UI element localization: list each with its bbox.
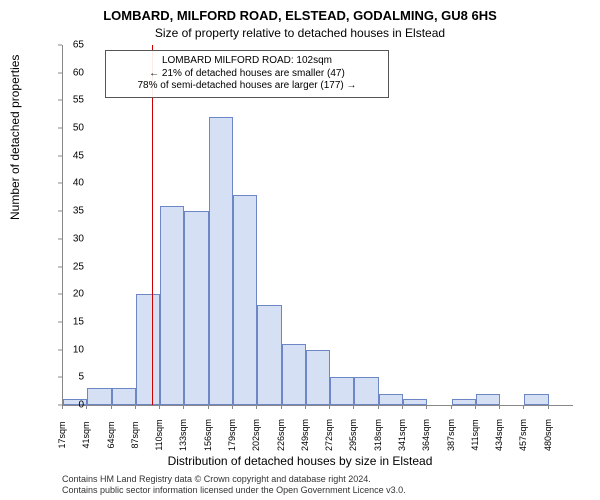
ytick-label: 40 xyxy=(73,178,84,189)
x-axis-label: Distribution of detached houses by size … xyxy=(0,454,600,468)
ytick-mark xyxy=(58,45,62,46)
y-axis-label: Number of detached properties xyxy=(8,55,22,220)
xtick-label: 318sqm xyxy=(373,419,383,451)
histogram-bar xyxy=(403,399,427,405)
ytick-mark xyxy=(58,183,62,184)
annotation-box: LOMBARD MILFORD ROAD: 102sqm← 21% of det… xyxy=(105,50,389,98)
xtick-mark xyxy=(378,405,379,409)
ytick-label: 45 xyxy=(73,150,84,161)
xtick-label: 179sqm xyxy=(227,419,237,451)
histogram-bar xyxy=(209,117,233,405)
xtick-label: 87sqm xyxy=(130,421,140,448)
ytick-label: 55 xyxy=(73,95,84,106)
histogram-bar xyxy=(452,399,476,405)
xtick-label: 133sqm xyxy=(178,419,188,451)
xtick-label: 480sqm xyxy=(543,419,553,451)
histogram-bar xyxy=(330,377,354,405)
ytick-mark xyxy=(58,349,62,350)
ytick-mark xyxy=(58,155,62,156)
histogram-bar xyxy=(233,195,257,405)
annotation-line-2: ← 21% of detached houses are smaller (47… xyxy=(112,68,382,81)
xtick-mark xyxy=(548,405,549,409)
ytick-label: 5 xyxy=(78,372,84,383)
xtick-label: 17sqm xyxy=(57,421,67,448)
xtick-mark xyxy=(86,405,87,409)
xtick-mark xyxy=(523,405,524,409)
xtick-label: 110sqm xyxy=(154,419,164,450)
ytick-mark xyxy=(58,238,62,239)
xtick-mark xyxy=(183,405,184,409)
ytick-mark xyxy=(58,294,62,295)
ytick-label: 35 xyxy=(73,206,84,217)
histogram-bar xyxy=(112,388,136,405)
chart-plot-area xyxy=(62,45,573,406)
xtick-label: 341sqm xyxy=(397,419,407,451)
xtick-mark xyxy=(281,405,282,409)
ytick-label: 20 xyxy=(73,289,84,300)
xtick-label: 156sqm xyxy=(203,419,213,451)
xtick-label: 457sqm xyxy=(518,419,528,451)
ytick-label: 50 xyxy=(73,123,84,134)
xtick-label: 202sqm xyxy=(251,419,261,451)
xtick-label: 249sqm xyxy=(300,419,310,451)
xtick-label: 226sqm xyxy=(276,419,286,451)
ytick-mark xyxy=(58,72,62,73)
xtick-label: 434sqm xyxy=(494,419,504,451)
xtick-label: 295sqm xyxy=(348,419,358,451)
xtick-mark xyxy=(305,405,306,409)
ytick-mark xyxy=(58,377,62,378)
xtick-mark xyxy=(159,405,160,409)
chart-title: LOMBARD, MILFORD ROAD, ELSTEAD, GODALMIN… xyxy=(0,8,600,23)
ytick-label: 60 xyxy=(73,67,84,78)
xtick-mark xyxy=(475,405,476,409)
xtick-label: 411sqm xyxy=(470,419,480,450)
annotation-line-3: 78% of semi-detached houses are larger (… xyxy=(112,80,382,93)
xtick-mark xyxy=(499,405,500,409)
ytick-mark xyxy=(58,321,62,322)
xtick-mark xyxy=(402,405,403,409)
histogram-bar xyxy=(257,305,281,405)
chart-subtitle: Size of property relative to detached ho… xyxy=(0,26,600,40)
xtick-mark xyxy=(451,405,452,409)
histogram-bar xyxy=(524,394,548,405)
histogram-bar xyxy=(306,350,330,405)
histogram-bar xyxy=(184,211,208,405)
histogram-bar xyxy=(87,388,111,405)
ytick-mark xyxy=(58,211,62,212)
xtick-mark xyxy=(426,405,427,409)
footer-line-1: Contains HM Land Registry data © Crown c… xyxy=(62,474,406,485)
ytick-mark xyxy=(58,266,62,267)
xtick-label: 387sqm xyxy=(446,419,456,451)
xtick-mark xyxy=(353,405,354,409)
ytick-label: 65 xyxy=(73,40,84,51)
ytick-label: 10 xyxy=(73,344,84,355)
histogram-bar xyxy=(354,377,378,405)
xtick-mark xyxy=(135,405,136,409)
xtick-mark xyxy=(232,405,233,409)
histogram-bar xyxy=(136,294,160,405)
histogram-bar xyxy=(160,206,184,405)
histogram-bar xyxy=(282,344,306,405)
xtick-mark xyxy=(62,405,63,409)
xtick-label: 272sqm xyxy=(324,419,334,451)
xtick-mark xyxy=(256,405,257,409)
xtick-label: 364sqm xyxy=(421,419,431,451)
xtick-mark xyxy=(329,405,330,409)
marker-line xyxy=(152,45,153,405)
histogram-bar xyxy=(476,394,500,405)
annotation-line-1: LOMBARD MILFORD ROAD: 102sqm xyxy=(112,55,382,68)
ytick-label: 25 xyxy=(73,261,84,272)
ytick-label: 15 xyxy=(73,316,84,327)
ytick-mark xyxy=(58,128,62,129)
xtick-label: 64sqm xyxy=(106,421,116,448)
ytick-mark xyxy=(58,100,62,101)
histogram-bar xyxy=(379,394,403,405)
xtick-label: 41sqm xyxy=(81,421,91,448)
xtick-mark xyxy=(208,405,209,409)
ytick-label: 30 xyxy=(73,233,84,244)
chart-footer: Contains HM Land Registry data © Crown c… xyxy=(62,474,406,496)
xtick-mark xyxy=(111,405,112,409)
footer-line-2: Contains public sector information licen… xyxy=(62,485,406,496)
ytick-label: 0 xyxy=(78,400,84,411)
